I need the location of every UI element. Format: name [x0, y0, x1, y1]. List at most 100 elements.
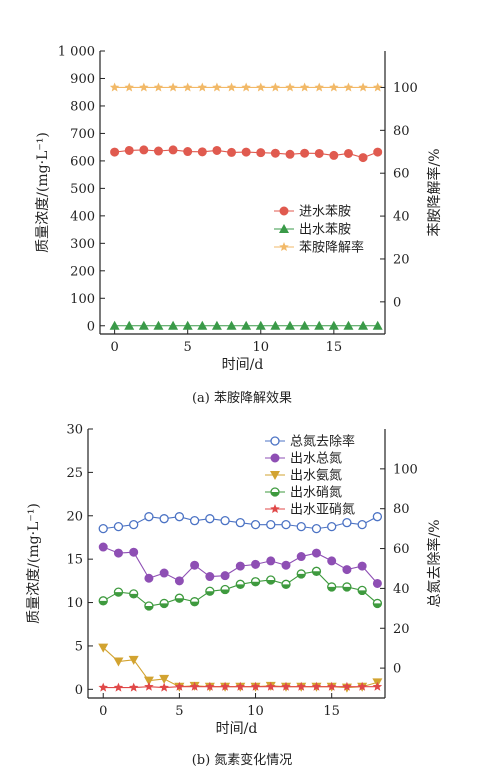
data-point — [281, 681, 291, 691]
data-point — [189, 597, 200, 607]
data-point — [144, 681, 154, 691]
y-tick-label: 20 — [66, 509, 83, 524]
data-point — [372, 681, 383, 691]
data-point — [212, 145, 222, 155]
data-point — [328, 320, 339, 330]
y-tick-label: 900 — [70, 72, 95, 87]
data-point — [281, 579, 291, 589]
data-point — [250, 681, 261, 691]
y2-tick-label: 100 — [393, 81, 418, 96]
legend-marker — [270, 453, 280, 463]
data-point — [189, 681, 200, 691]
data-point — [168, 145, 178, 155]
y2-tick-label: 80 — [393, 502, 410, 517]
y-tick-label: 300 — [70, 237, 95, 252]
data-point — [98, 596, 108, 606]
data-point — [124, 82, 134, 92]
data-point — [343, 148, 353, 158]
legend-item: 进水苯胺 — [274, 205, 351, 220]
legend-label: 进水苯胺 — [299, 205, 351, 220]
data-point — [113, 587, 124, 597]
data-point — [241, 82, 251, 92]
data-point — [358, 320, 369, 330]
series-出水苯胺 — [109, 320, 383, 330]
data-point — [220, 584, 230, 595]
y2-axis-label: 苯胺降解率/% — [426, 148, 443, 236]
data-point — [296, 681, 306, 691]
data-point — [357, 519, 367, 530]
data-point — [357, 561, 367, 571]
data-point — [129, 589, 139, 599]
data-point — [153, 146, 163, 156]
data-point — [300, 148, 310, 158]
data-point — [190, 560, 200, 570]
data-point — [314, 320, 325, 330]
data-point — [327, 582, 337, 592]
series-进水苯胺 — [110, 145, 383, 163]
data-point — [342, 518, 352, 528]
data-point — [343, 82, 354, 92]
data-point — [159, 682, 169, 692]
data-point — [159, 598, 169, 609]
legend-marker — [270, 471, 280, 480]
data-point — [327, 521, 337, 532]
data-point — [212, 82, 222, 92]
legend-marker — [279, 242, 289, 252]
data-point — [110, 147, 120, 157]
series-出水亚硝氮 — [98, 681, 383, 692]
data-point — [372, 578, 382, 588]
legend-label: 出水亚硝氮 — [290, 503, 355, 518]
legend-marker — [279, 206, 289, 216]
legend-marker — [270, 436, 280, 446]
data-point — [226, 320, 237, 330]
data-point — [128, 682, 139, 692]
data-point — [372, 82, 383, 92]
data-point — [270, 320, 281, 330]
data-point — [144, 601, 154, 611]
data-point — [251, 559, 261, 569]
data-point — [98, 523, 108, 534]
data-point — [241, 320, 252, 330]
y-tick-label: 1 000 — [58, 45, 95, 60]
data-point — [281, 560, 291, 570]
series-line — [102, 647, 378, 689]
data-point — [159, 674, 170, 684]
series-出水硝氮 — [98, 566, 383, 611]
data-point — [285, 149, 295, 159]
data-point — [241, 147, 251, 157]
data-point — [314, 148, 324, 158]
data-point — [98, 643, 109, 653]
x-tick-label: 0 — [110, 340, 118, 355]
data-point — [143, 676, 154, 686]
data-point — [220, 571, 230, 581]
y2-axis-label: 总氮去除率/% — [426, 519, 443, 607]
y2-tick-label: 20 — [393, 252, 410, 267]
legend-label: 出水硝氮 — [290, 486, 342, 501]
y-tick-label: 500 — [70, 182, 95, 197]
data-point — [129, 547, 139, 557]
data-point — [109, 82, 120, 92]
y-tick-label: 0 — [75, 683, 83, 698]
x-tick-label: 15 — [323, 704, 340, 719]
y2-tick-label: 100 — [393, 462, 418, 477]
data-point — [159, 568, 169, 578]
data-point — [311, 548, 321, 558]
legend-item: 出水氨氮 — [265, 469, 342, 484]
y-tick-label: 200 — [70, 264, 95, 279]
legend-marker — [270, 487, 280, 497]
data-point — [168, 82, 178, 92]
data-point — [205, 681, 215, 691]
series-出水总氮 — [98, 542, 382, 588]
y-tick-label: 5 — [75, 639, 83, 654]
data-point — [128, 655, 139, 665]
y-tick-label: 800 — [70, 99, 95, 114]
data-point — [174, 512, 185, 522]
y-tick-label: 10 — [66, 596, 83, 611]
data-point — [113, 657, 124, 667]
caption: (b) 氮素变化情况 — [192, 752, 293, 768]
data-point — [144, 573, 154, 583]
y-tick-label: 400 — [70, 209, 95, 224]
data-point — [285, 82, 295, 92]
